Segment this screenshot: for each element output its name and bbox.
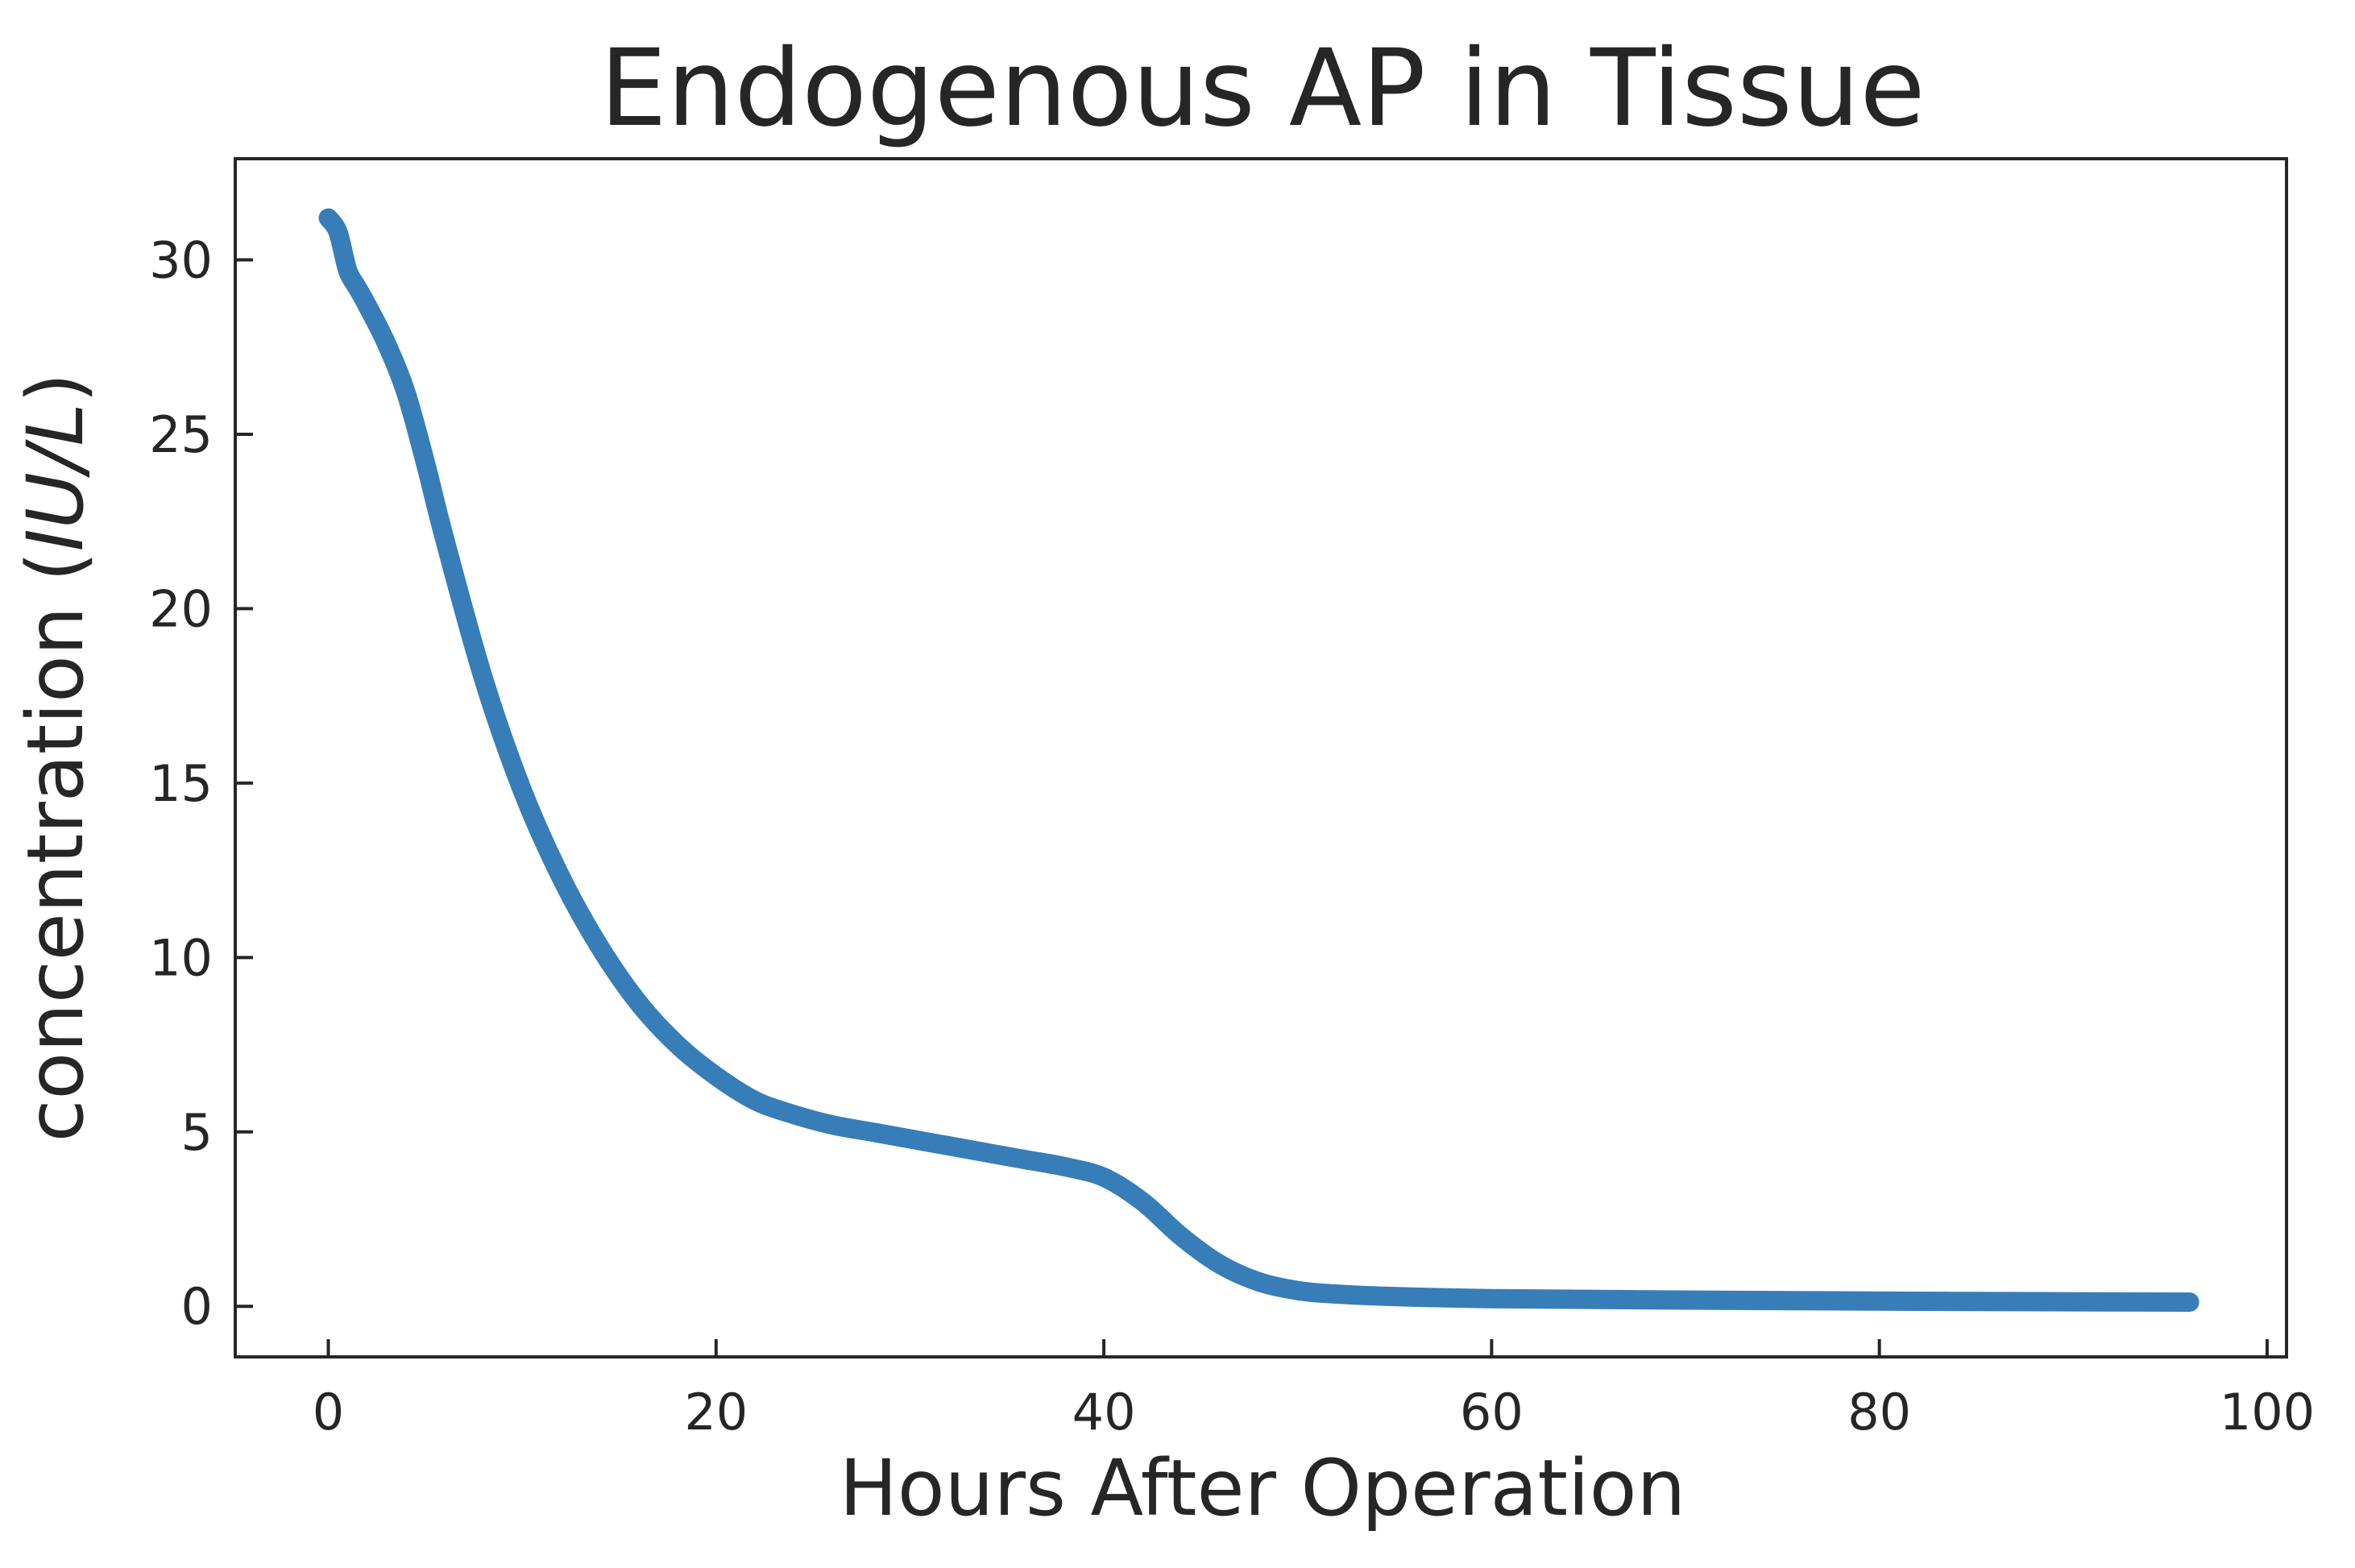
y-tick-label: 15 — [149, 754, 213, 813]
y-tick-label: 10 — [149, 928, 213, 987]
y-tick-label: 30 — [149, 231, 213, 290]
y-tick-label: 20 — [149, 579, 213, 638]
plot-frame — [234, 157, 2288, 1359]
x-tick-label: 0 — [313, 1383, 344, 1441]
x-tick-label: 60 — [1460, 1383, 1524, 1441]
x-axis: 0 20 40 60 80 100 — [313, 1339, 2315, 1441]
y-axis-label: concentration (IU/L) — [10, 373, 101, 1143]
series-line — [318, 208, 2200, 1313]
x-axis-label: Hours After Operation — [840, 1443, 1686, 1533]
y-axis: 0 5 10 15 20 25 30 — [149, 231, 253, 1336]
y-tick-label: 25 — [149, 405, 213, 464]
y-axis-label-prefix: concentration ( — [10, 552, 101, 1143]
x-tick-label: 100 — [2220, 1383, 2315, 1441]
y-axis-label-suffix: ) — [10, 373, 101, 403]
x-tick-label: 40 — [1072, 1383, 1136, 1441]
chart-title: Endogenous AP in Tissue — [599, 27, 1925, 151]
y-tick-label: 0 — [181, 1277, 213, 1336]
x-tick-label: 80 — [1847, 1383, 1911, 1441]
y-axis-label-unit: IU/L — [10, 403, 101, 551]
x-tick-label: 20 — [684, 1383, 748, 1441]
y-tick-label: 5 — [181, 1103, 213, 1162]
